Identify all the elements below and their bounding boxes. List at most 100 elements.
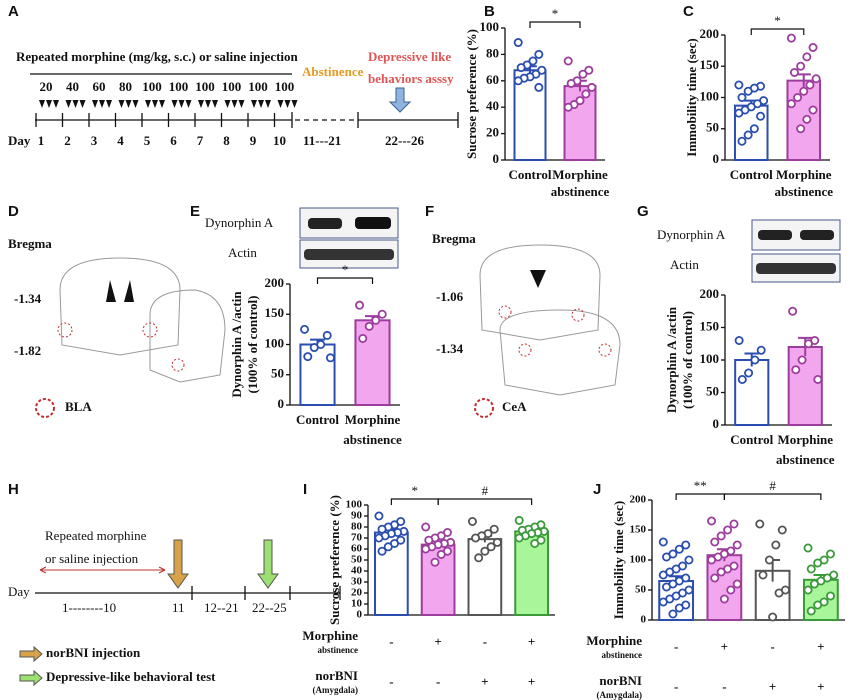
data-point [530, 539, 540, 549]
panel-letter: G [637, 203, 649, 220]
significance-bracket [316, 277, 374, 284]
data-point [802, 52, 812, 62]
data-point [710, 537, 720, 547]
y-tick-label: 0 [278, 396, 285, 411]
blot-band [355, 217, 391, 229]
data-point [813, 558, 823, 568]
injection-marker [132, 100, 139, 108]
data-point [309, 343, 319, 353]
day-range: 12--21 [204, 600, 239, 615]
day-range: 22---26 [385, 133, 424, 148]
data-point [587, 82, 597, 92]
day-label: Day [8, 584, 30, 599]
test-label: behaviors asssy [368, 71, 454, 86]
norbni-arrow [167, 539, 189, 589]
dose-label: 100 [275, 79, 295, 94]
data-point [421, 544, 431, 554]
y-tick-label: 100 [700, 351, 720, 366]
data-point [756, 345, 766, 355]
data-point [743, 86, 753, 96]
injection-marker [205, 100, 211, 108]
significance-bracket [390, 498, 439, 505]
y-axis-label: (100% of control) [680, 311, 695, 409]
panel-letter: E [190, 203, 200, 220]
x-tick-label: Control [296, 412, 339, 427]
y-tick-label: 200 [265, 275, 285, 290]
injection-marker [99, 100, 105, 108]
y-tick-label: 50 [635, 584, 647, 596]
condition-sign: + [817, 679, 824, 694]
bregma-level: -1.34 [436, 341, 464, 356]
y-tick-label: 0 [641, 614, 647, 626]
brain-section [59, 257, 181, 356]
day-number: 9 [250, 133, 257, 148]
legend-arrow [19, 645, 43, 663]
dose-label: 40 [66, 79, 79, 94]
y-tick-label: 50 [706, 120, 719, 135]
y-tick-label: 200 [630, 494, 647, 506]
data-point [737, 93, 747, 103]
injection-marker [152, 100, 158, 108]
injection-marker [291, 100, 298, 108]
test-arrow [388, 87, 412, 113]
dose-label: 100 [248, 79, 268, 94]
blot-label: Dynorphin A [205, 215, 274, 230]
data-point [492, 537, 502, 547]
data-point [658, 597, 668, 607]
dose-label: 60 [93, 79, 106, 94]
y-tick-label: 0 [713, 151, 720, 166]
data-point [658, 570, 668, 580]
data-point [758, 570, 768, 580]
blot-label: Actin [228, 245, 257, 260]
bla-region [171, 358, 185, 372]
data-point [303, 352, 313, 362]
data-point [732, 579, 742, 589]
test-label: Depressive like [368, 49, 451, 64]
brain-section [149, 289, 226, 383]
x-tick-label: Control [508, 167, 551, 182]
legend-text: norBNI injection [46, 645, 141, 660]
panel-letter: D [8, 203, 19, 220]
data-point [729, 519, 739, 529]
significance-bracket [437, 498, 533, 505]
x-tick-label: abstinence [551, 184, 610, 199]
y-tick-label: 150 [700, 57, 720, 72]
data-point [764, 555, 774, 565]
data-point [799, 86, 809, 96]
data-point [486, 542, 496, 552]
test-arrow [257, 539, 279, 589]
data-point [789, 68, 799, 78]
data-point [674, 603, 684, 613]
data-point [514, 533, 524, 543]
data-point [808, 43, 818, 53]
y-tick-label: 150 [630, 524, 647, 536]
data-point [584, 65, 594, 75]
y-tick-label: 100 [265, 335, 285, 350]
data-point [755, 519, 765, 529]
data-point [826, 549, 836, 559]
y-tick-label: 150 [265, 305, 285, 320]
data-point [300, 324, 310, 334]
condition-sign: - [770, 639, 774, 654]
panel-letter: C [683, 3, 694, 20]
y-axis-label: Sucrose preference (%) [327, 495, 342, 625]
bla-region [142, 322, 158, 338]
x-tick-label: Morphine [776, 167, 832, 182]
data-point [467, 517, 477, 527]
bregma-level: -1.06 [436, 289, 464, 304]
day-number: 2 [64, 133, 71, 148]
blot-band [758, 230, 792, 240]
condition-sign: - [722, 679, 726, 694]
data-point [377, 309, 387, 319]
day-range: 11 [172, 600, 185, 615]
error-bar [796, 73, 811, 87]
day-number: 6 [170, 133, 177, 148]
bregma-level: -1.34 [14, 291, 42, 306]
data-point [809, 579, 819, 589]
x-tick-label: abstinence [776, 452, 835, 467]
data-point [563, 56, 573, 66]
data-point [528, 56, 538, 66]
data-point [371, 315, 381, 325]
y-tick-label: 0 [713, 416, 720, 431]
data-point [788, 306, 798, 316]
